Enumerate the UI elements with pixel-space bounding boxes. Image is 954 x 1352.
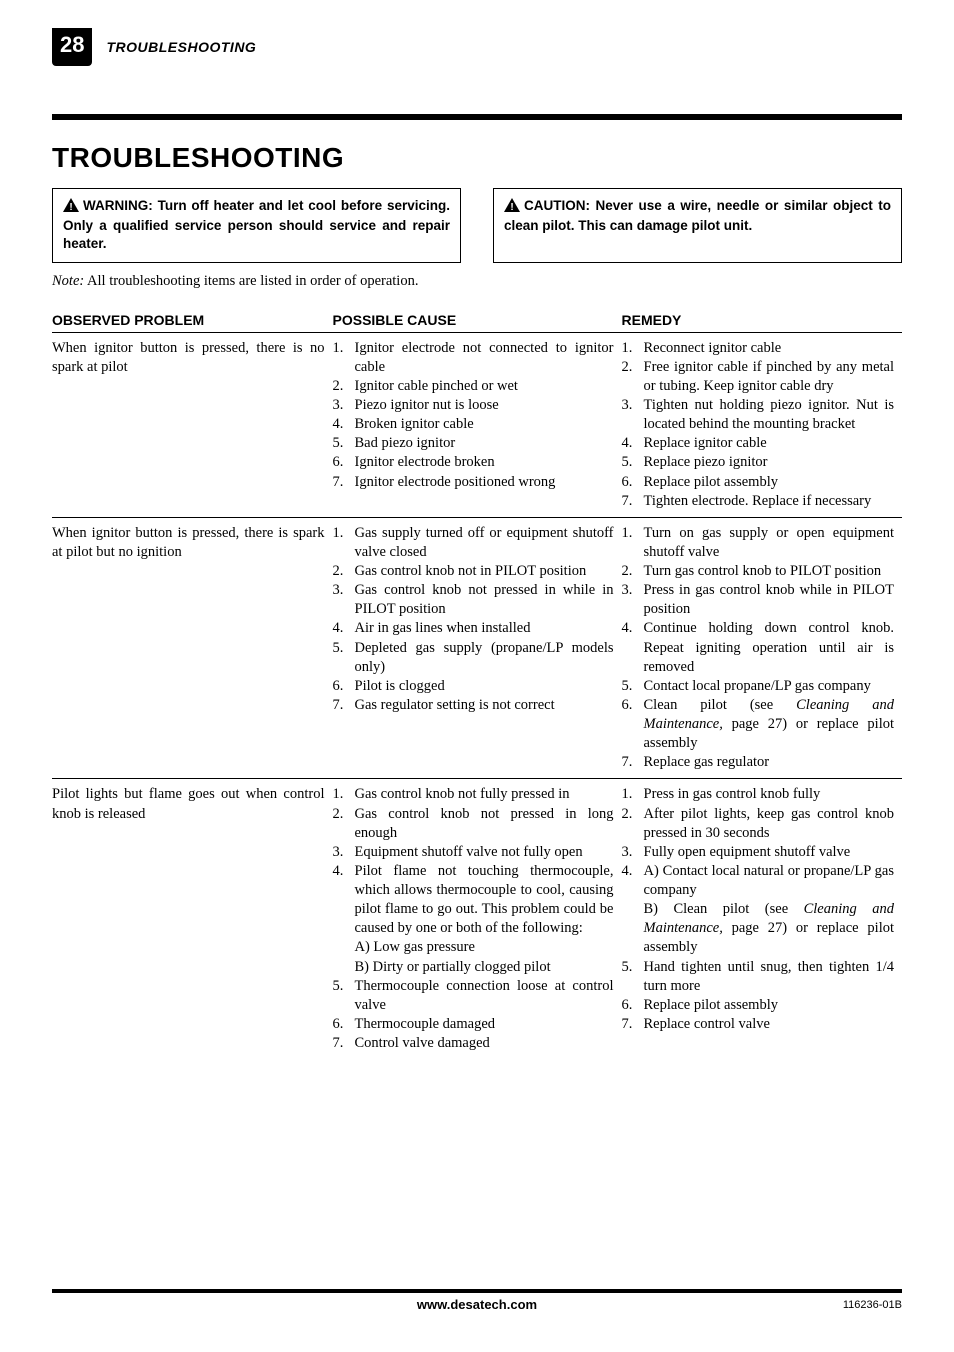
running-head: TROUBLESHOOTING [106,39,256,55]
remedy-cell: 1.Reconnect ignitor cable2.Free ignitor … [622,332,903,517]
list-item: 1.Gas control knob not fully pressed in [333,785,614,804]
list-item: 5.Thermocouple connection loose at contr… [333,977,614,1015]
list-item: 7.Control valve damaged [333,1034,614,1053]
top-rule [52,114,902,120]
list-item: 4.Air in gas lines when installed [333,619,614,638]
cause-cell: 1.Gas control knob not fully pressed in2… [333,779,622,1059]
page-title: TROUBLESHOOTING [52,142,902,174]
list-item: 1.Press in gas control knob fully [622,785,895,804]
list-item: 6.Pilot is clogged [333,677,614,696]
remedy-cell: 1.Turn on gas supply or open equipment s… [622,517,903,779]
list-item: 2.After pilot lights, keep gas control k… [622,805,895,843]
svg-text:!: ! [69,202,72,212]
list-item: 2.Ignitor cable pinched or wet [333,377,614,396]
list-item: 5.Replace piezo ignitor [622,453,895,472]
list-item: 3.Equipment shutoff valve not fully open [333,843,614,862]
list-item: 7.Ignitor electrode positioned wrong [333,473,614,492]
table-row: When ignitor button is pressed, there is… [52,517,902,779]
list-item: 2.Free ignitor cable if pinched by any m… [622,358,895,396]
list-item: 3.Press in gas control knob while in PIL… [622,581,895,619]
list-item: 7.Gas regulator setting is not correct [333,696,614,715]
list-item: 3.Gas control knob not pressed in while … [333,581,614,619]
warning-text: WARNING: Turn off heater and let cool be… [63,198,450,251]
warning-box: ! WARNING: Turn off heater and let cool … [52,188,461,263]
list-item: 1.Ignitor electrode not connected to ign… [333,339,614,377]
col-header-remedy: REMEDY [622,308,903,333]
list-item: 5.Contact local propane/LP gas company [622,677,895,696]
list-item: 7.Replace gas regulator [622,753,895,772]
list-item: 6.Replace pilot assembly [622,473,895,492]
list-item: 5.Bad piezo ignitor [333,434,614,453]
note-prefix: Note: [52,273,84,289]
page-header: 28 TROUBLESHOOTING [52,28,902,66]
problem-cell: When ignitor button is pressed, there is… [52,517,333,779]
note-body: All troubleshooting items are listed in … [84,273,418,289]
list-item: 6.Ignitor electrode broken [333,453,614,472]
table-row: When ignitor button is pressed, there is… [52,332,902,517]
troubleshooting-table: OBSERVED PROBLEM POSSIBLE CAUSE REMEDY W… [52,308,902,1060]
col-header-cause: POSSIBLE CAUSE [333,308,622,333]
list-item: 6.Clean pilot (see Cleaning and Maintena… [622,696,895,753]
list-item: 2.Gas control knob not pressed in long e… [333,805,614,843]
list-item: 6.Thermocouple damaged [333,1015,614,1034]
list-item: 2.Turn gas control knob to PILOT positio… [622,562,895,581]
footer: www.desatech.com 116236-01B [52,1293,902,1312]
list-item: 6.Replace pilot assembly [622,996,895,1015]
list-item: 1.Reconnect ignitor cable [622,339,895,358]
notice-row: ! WARNING: Turn off heater and let cool … [52,188,902,263]
list-item: 1.Turn on gas supply or open equipment s… [622,524,895,562]
list-item: 4.A) Contact local natural or propane/LP… [622,862,895,958]
caution-icon: ! [504,198,520,217]
list-item: 3.Tighten nut holding piezo ignitor. Nut… [622,396,895,434]
list-item: 2.Gas control knob not in PILOT position [333,562,614,581]
list-item: 3.Fully open equipment shutoff valve [622,843,895,862]
table-row: Pilot lights but flame goes out when con… [52,779,902,1059]
list-item: 7.Replace control valve [622,1015,895,1034]
list-item: 4.Continue holding down control knob. Re… [622,619,895,676]
caution-box: ! CAUTION: Never use a wire, needle or s… [493,188,902,263]
note-line: Note: All troubleshooting items are list… [52,273,902,290]
list-item: 4.Broken ignitor cable [333,415,614,434]
page-number-badge: 28 [52,28,92,66]
caution-text: CAUTION: Never use a wire, needle or sim… [504,198,891,233]
problem-cell: Pilot lights but flame goes out when con… [52,779,333,1059]
footer-doc: 116236-01B [782,1299,902,1311]
svg-text:!: ! [510,202,513,212]
cause-cell: 1.Ignitor electrode not connected to ign… [333,332,622,517]
cause-cell: 1.Gas supply turned off or equipment shu… [333,517,622,779]
list-item: 3.Piezo ignitor nut is loose [333,396,614,415]
list-item: 4.Pilot flame not touching thermocouple,… [333,862,614,977]
list-item: 1.Gas supply turned off or equipment shu… [333,524,614,562]
list-item: 5.Hand tighten until snug, then tighten … [622,958,895,996]
warning-icon: ! [63,198,79,217]
remedy-cell: 1.Press in gas control knob fully2.After… [622,779,903,1059]
col-header-problem: OBSERVED PROBLEM [52,308,333,333]
problem-cell: When ignitor button is pressed, there is… [52,332,333,517]
footer-site: www.desatech.com [172,1297,782,1312]
list-item: 7.Tighten electrode. Replace if necessar… [622,492,895,511]
list-item: 5.Depleted gas supply (propane/LP models… [333,639,614,677]
list-item: 4.Replace ignitor cable [622,434,895,453]
